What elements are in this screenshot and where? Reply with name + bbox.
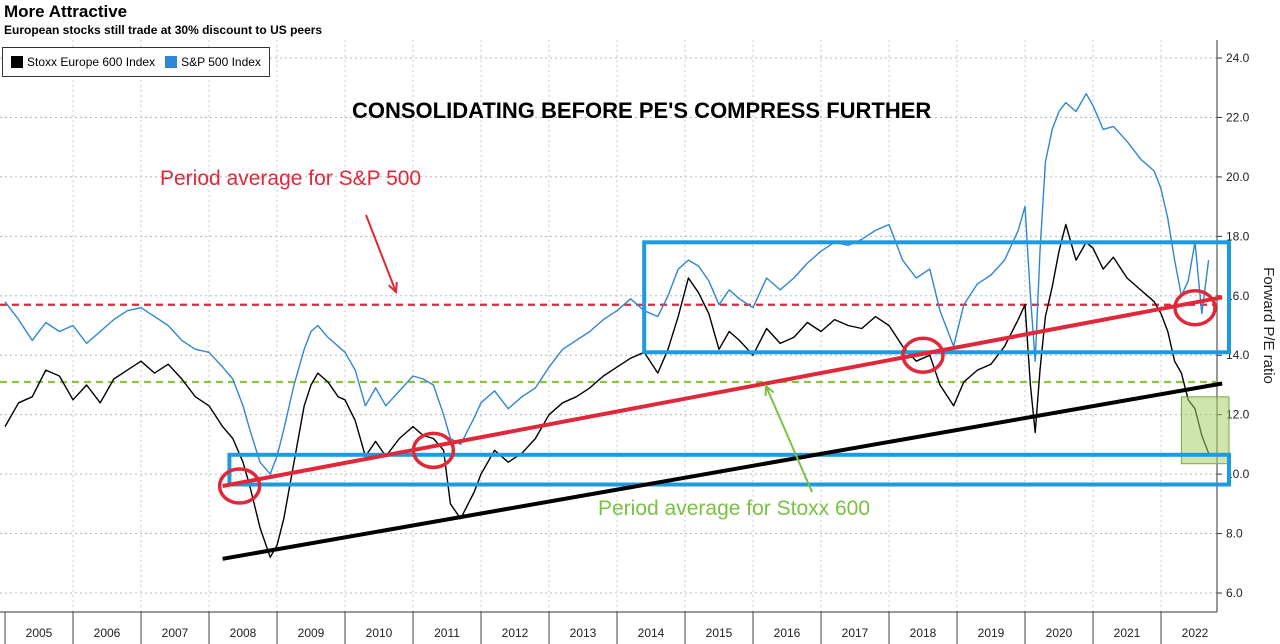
x-tick-label: 2013	[570, 626, 597, 640]
x-tick-label: 2009	[298, 626, 325, 640]
x-tick-label: 2005	[26, 626, 53, 640]
y-axis-label: Forward P/E ratio	[1260, 267, 1277, 384]
y-tick-label: 6.0	[1226, 586, 1243, 600]
x-tick-label: 2008	[230, 626, 257, 640]
legend-item-stoxx: Stoxx Europe 600 Index	[11, 55, 155, 69]
sp500-trend-line	[222, 295, 1223, 488]
y-tick-label: 16.0	[1226, 289, 1250, 303]
headline-annotation: CONSOLIDATING BEFORE PE'S COMPRESS FURTH…	[352, 98, 932, 123]
y-tick-label: 8.0	[1226, 527, 1243, 541]
sp500-line	[4, 92, 1210, 475]
x-tick-label: 2012	[502, 626, 529, 640]
legend-item-sp500: S&P 500 Index	[165, 55, 261, 69]
legend-label-stoxx: Stoxx Europe 600 Index	[27, 55, 156, 69]
series-lines	[4, 92, 1210, 558]
x-tick-label: 2016	[774, 626, 801, 640]
sp-average-note: Period average for S&P 500	[160, 167, 422, 190]
chart-title: More Attractive	[4, 2, 128, 21]
sp500-average-arrow	[365, 214, 397, 293]
touch-point-circle	[901, 336, 945, 374]
y-tick-label: 14.0	[1226, 348, 1250, 362]
x-tick-label: 2015	[706, 626, 733, 640]
x-tick-label: 2007	[162, 626, 189, 640]
y-tick-label: 12.0	[1226, 408, 1250, 422]
x-tick-label: 2014	[638, 626, 665, 640]
x-tick-label: 2022	[1182, 626, 1209, 640]
x-tick-label: 2017	[842, 626, 869, 640]
stoxx-trend-line	[222, 381, 1223, 561]
x-tick-label: 2010	[366, 626, 393, 640]
touch-point-circle	[217, 467, 262, 505]
y-tick-label: 24.0	[1226, 51, 1250, 65]
legend-swatch-sp500	[165, 56, 178, 68]
chart-subtitle: European stocks still trade at 30% disco…	[4, 23, 323, 37]
sp500-average-arrow-head	[387, 281, 398, 295]
stoxx-line	[4, 223, 1210, 558]
stoxx-average-arrow	[765, 385, 813, 493]
x-tick-label: 2011	[434, 626, 460, 640]
x-tick-label: 2021	[1114, 626, 1141, 640]
stoxx-average-arrow-head	[764, 383, 775, 397]
y-tick-label: 10.0	[1226, 467, 1250, 481]
stoxx-average-note: Period average for Stoxx 600	[598, 497, 870, 520]
touch-point-circle	[411, 431, 456, 470]
stoxx-current-highlight	[1180, 396, 1230, 465]
y-tick-label: 20.0	[1226, 170, 1250, 184]
y-tick-label: 22.0	[1226, 110, 1250, 124]
legend: Stoxx Europe 600 Index S&P 500 Index	[2, 47, 270, 77]
x-tick-label: 2018	[910, 626, 937, 640]
y-tick-label: 18.0	[1226, 229, 1250, 243]
gridlines	[0, 40, 1217, 612]
annotations	[217, 214, 1231, 561]
reference-lines	[0, 303, 1217, 384]
x-tick-label: 2006	[94, 626, 121, 640]
legend-label-sp500: S&P 500 Index	[181, 55, 261, 69]
legend-swatch-stoxx	[11, 56, 23, 68]
axes: 6.0 8.0 10.0 12.0 14.0 16.0 18.0 20.0 22.0 24.0 20…	[0, 40, 1277, 644]
x-tick-label: 2020	[1046, 626, 1073, 640]
x-tick-label: 2019	[978, 626, 1005, 640]
touch-point-circle	[1173, 288, 1217, 327]
